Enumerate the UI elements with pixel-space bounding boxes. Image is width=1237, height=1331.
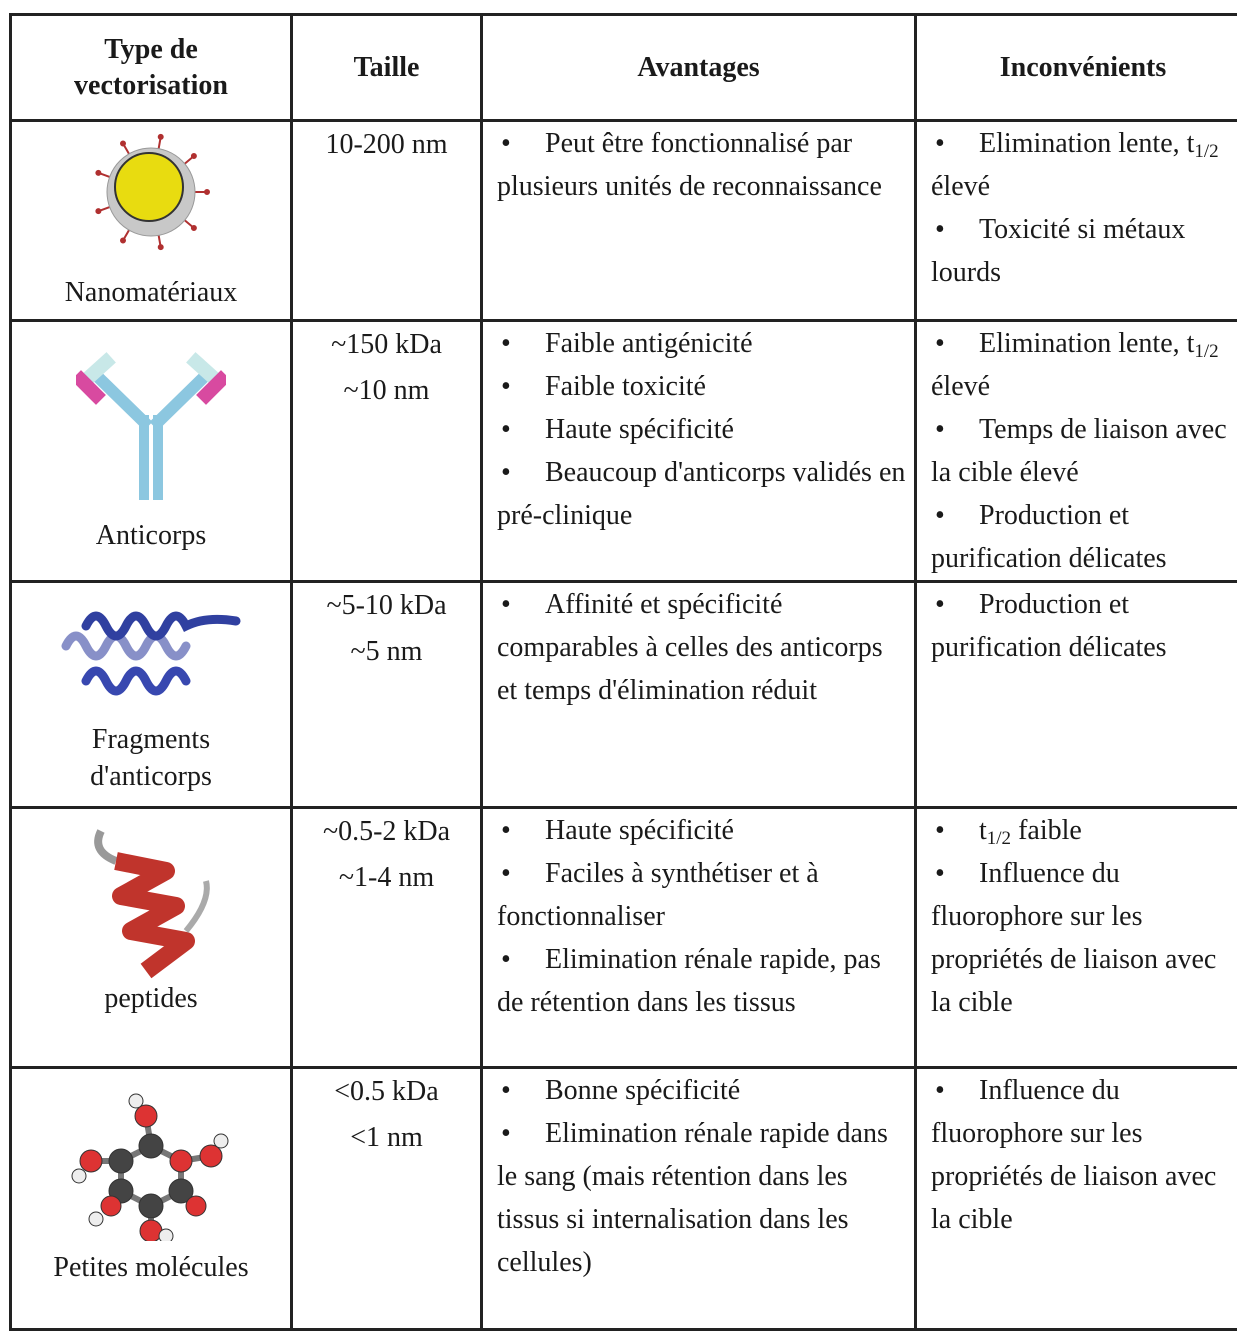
header-cell: Inconvénients — [916, 15, 1237, 121]
bullet-item: Bonne spécificité — [497, 1069, 906, 1112]
size-line: <0.5 kDa — [293, 1069, 480, 1115]
list-cell: Bonne spécificité Elimination rénale rapi… — [482, 1068, 916, 1330]
text-run: Production et purification délicates — [931, 589, 1167, 663]
text-run: t — [979, 815, 987, 846]
size-line: <1 nm — [293, 1115, 480, 1161]
text-run: Elimination rénale rapide dans le sang (… — [497, 1118, 888, 1278]
text-run: Bonne spécificité — [545, 1075, 740, 1106]
table-row: peptides~0.5-2 kDa~1-4 nmHaute spécifici… — [11, 808, 1237, 1068]
icon — [56, 606, 246, 706]
subscript: 1/2 — [1194, 141, 1218, 162]
icon — [91, 132, 211, 252]
list-cell: Affinité et spécificité comparables à ce… — [482, 582, 916, 808]
type-label: Anticorps — [12, 517, 290, 554]
text-run: Peut être fonctionnalisé par plusieurs u… — [497, 128, 882, 202]
bullet-item: Elimination rénale rapide dans le sang (… — [497, 1112, 906, 1284]
list-cell: Elimination lente, t1/2 élevéToxicité si… — [916, 121, 1237, 321]
type-cell: Nanomatériaux — [11, 121, 292, 321]
type-cell: Fragments d'anticorps — [11, 582, 292, 808]
list-cell: Faible antigénicité Faible toxicité Haute … — [482, 321, 916, 582]
text-run: Elimination lente, t — [979, 328, 1194, 359]
size-line: ~0.5-2 kDa — [293, 809, 480, 855]
bullet-item: Affinité et spécificité comparables à ce… — [497, 583, 906, 712]
table-body: Nanomatériaux 10-200 nm Peut être fonction… — [11, 121, 1237, 1330]
bullet-item: Toxicité si métaux lourds — [931, 208, 1237, 294]
bullet-item: Production et purification délicates — [931, 583, 1237, 669]
vectorisation-table: Type de vectorisation Taille Avantages I… — [9, 13, 1237, 1331]
bullet-item: Beaucoup d'anticorps validés en pré-clin… — [497, 451, 906, 537]
bullet-item: Haute spécificité — [497, 408, 906, 451]
text-run: Faible toxicité — [545, 371, 706, 402]
bullet-item: Peut être fonctionnalisé par plusieurs u… — [497, 122, 906, 208]
type-cell: Anticorps — [11, 321, 292, 582]
text-run: Faible antigénicité — [545, 328, 753, 359]
type-cell: Petites molécules — [11, 1068, 292, 1330]
icon — [81, 821, 221, 981]
size-cell: ~150 kDa~10 nm — [292, 321, 482, 582]
text-run: Elimination lente, t — [979, 128, 1194, 159]
list-cell: Haute spécificité Faciles à synthétiser e… — [482, 808, 916, 1068]
text-run: Temps de liaison avec la cible élevé — [931, 414, 1227, 488]
list-cell: t1/2 faible Influence du fluorophore sur … — [916, 808, 1237, 1068]
bullet-item: Elimination lente, t1/2 élevé — [931, 122, 1237, 208]
bullet-item: Elimination rénale rapide, pas de rétent… — [497, 938, 906, 1024]
bullet-item: Production et purification délicates — [931, 494, 1237, 580]
size-line: ~5 nm — [293, 629, 480, 675]
subscript: 1/2 — [987, 828, 1011, 849]
text-run: faible — [1011, 815, 1082, 846]
bullet-item: Faible antigénicité — [497, 322, 906, 365]
text-run: Haute spécificité — [545, 815, 734, 846]
list-cell: Elimination lente, t1/2 élevéTemps de li… — [916, 321, 1237, 582]
type-label: Fragments d'anticorps — [12, 721, 290, 795]
size-line: ~5-10 kDa — [293, 583, 480, 629]
bullet-item: Faciles à synthétiser et à fonctionnalis… — [497, 852, 906, 938]
size-line: ~150 kDa — [293, 322, 480, 368]
list-cell: Production et purification délicates — [916, 582, 1237, 808]
table-row: Fragments d'anticorps~5-10 kDa~5 nmAffin… — [11, 582, 1237, 808]
text-run: Haute spécificité — [545, 414, 734, 445]
bullet-item: Temps de liaison avec la cible élevé — [931, 408, 1237, 494]
size-cell: ~5-10 kDa~5 nm — [292, 582, 482, 808]
header-row: Type de vectorisation Taille Avantages I… — [11, 15, 1237, 121]
table-row: Anticorps~150 kDa~10 nmFaible antigénici… — [11, 321, 1237, 582]
text-run: Elimination rénale rapide, pas de rétent… — [497, 944, 881, 1018]
subscript: 1/2 — [1194, 341, 1218, 362]
type-label: Nanomatériaux — [12, 274, 290, 311]
size-line: ~1-4 nm — [293, 855, 480, 901]
size-cell: ~0.5-2 kDa~1-4 nm — [292, 808, 482, 1068]
list-cell: Peut être fonctionnalisé par plusieurs u… — [482, 121, 916, 321]
text-run: Production et purification délicates — [931, 500, 1167, 574]
text-run: Affinité et spécificité comparables à ce… — [497, 589, 883, 706]
size-line: 10-200 nm — [293, 122, 480, 168]
size-cell: 10-200 nm — [292, 121, 482, 321]
type-label: Petites molécules — [12, 1249, 290, 1286]
text-run: Beaucoup d'anticorps validés en pré-clin… — [497, 457, 905, 531]
text-run: Influence du fluorophore sur les proprié… — [931, 1075, 1216, 1235]
text-run: élevé — [931, 171, 990, 202]
type-cell: peptides — [11, 808, 292, 1068]
list-cell: Influence du fluorophore sur les proprié… — [916, 1068, 1237, 1330]
text-run: Faciles à synthétiser et à fonctionnalis… — [497, 858, 819, 932]
text-run: Influence du fluorophore sur les proprié… — [931, 858, 1216, 1018]
text-run: élevé — [931, 371, 990, 402]
table-row: Petites molécules<0.5 kDa<1 nmBonne spéc… — [11, 1068, 1237, 1330]
size-line: ~10 nm — [293, 368, 480, 414]
text-run: Toxicité si métaux lourds — [931, 214, 1185, 288]
bullet-item: Influence du fluorophore sur les proprié… — [931, 852, 1237, 1024]
table-row: Nanomatériaux 10-200 nm Peut être fonction… — [11, 121, 1237, 321]
type-label: peptides — [12, 980, 290, 1017]
bullet-item: Faible toxicité — [497, 365, 906, 408]
bullet-item: Haute spécificité — [497, 809, 906, 852]
header-cell: Avantages — [482, 15, 916, 121]
bullet-item: t1/2 faible — [931, 809, 1237, 852]
icon — [71, 1091, 231, 1241]
header-cell: Type de vectorisation — [11, 15, 292, 121]
size-cell: <0.5 kDa<1 nm — [292, 1068, 482, 1330]
header-cell: Taille — [292, 15, 482, 121]
icon — [76, 340, 226, 500]
bullet-item: Influence du fluorophore sur les proprié… — [931, 1069, 1237, 1241]
bullet-item: Elimination lente, t1/2 élevé — [931, 322, 1237, 408]
